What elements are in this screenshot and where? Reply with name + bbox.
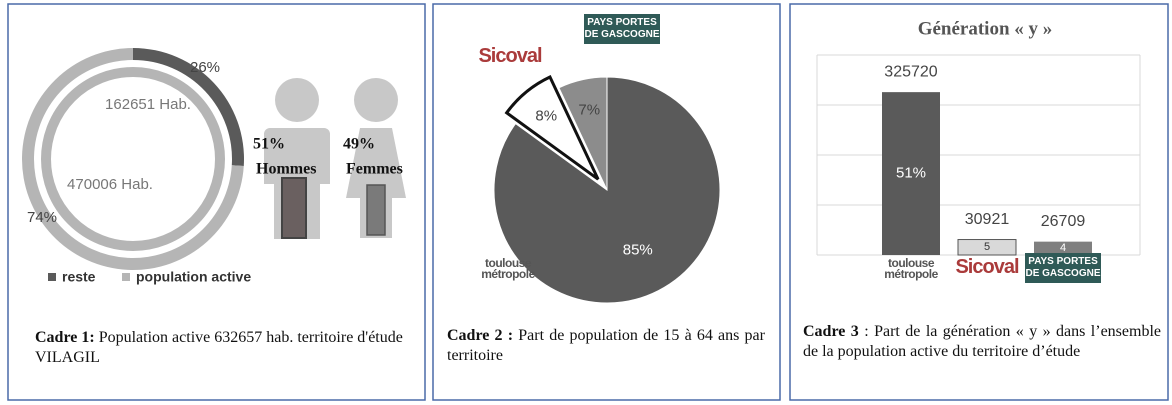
caption-text: : Part de la génération « y » dans l’ens… [803,323,1161,360]
logo: toulouse métropole [481,256,535,281]
data-label: 85% [623,241,653,258]
share-label: 4 [1060,242,1066,254]
data-label: 26% [190,59,220,76]
pie-slice [558,76,608,191]
data-label: 8% [535,107,557,124]
caption: Cadre 3 : Part de la génération « y » da… [803,322,1161,362]
gender-name: Hommes [256,161,316,178]
donut-segment [133,48,244,166]
logo: Sicoval [955,256,1019,278]
gender-name: Femmes [346,161,403,178]
bar [882,92,940,255]
legend-label: reste [62,269,96,285]
data-label: 74% [27,209,57,226]
logo: toulouse métropole [884,256,938,281]
annotation: 470006 Hab. [67,176,153,193]
gender-share: 49% [343,136,375,153]
pie-slice [493,76,721,304]
legend-label: population active [136,269,251,285]
panel-frame [432,3,781,401]
share-label: 5 [984,241,990,253]
woman-icon [346,78,406,238]
annotation: 162651 Hab. [105,96,191,113]
panel-frame [7,3,426,401]
logo: PAYS PORTES DE GASCOGNE [1025,253,1101,283]
logo: Sicoval [478,45,542,67]
bar [957,239,1017,256]
data-label: 7% [578,102,600,119]
pie-slice [504,74,600,181]
caption: Cadre 2 : Part de population de 15 à 64 … [447,326,765,366]
man-icon [264,78,330,239]
caption: Cadre 1: Population active 632657 hab. t… [35,328,415,368]
value-label: 325720 [884,63,937,80]
value-label: 30921 [965,211,1010,228]
gender-share: 51% [253,136,285,153]
share-label: 51% [896,165,926,182]
bar [1034,241,1092,255]
logo: PAYS PORTES DE GASCOGNE [584,14,660,44]
caption-label: Cadre 1: [35,329,95,346]
inner-ring [41,67,225,251]
caption-label: Cadre 2 : [447,327,514,344]
value-label: 26709 [1041,213,1086,230]
legend-swatch [122,273,130,281]
caption-label: Cadre 3 [803,323,859,340]
legend-swatch [48,273,56,281]
caption-text: Part de population de 15 à 64 ans par te… [447,327,765,364]
panel-frame [789,3,1169,401]
caption-text: Population active 632657 hab. territoire… [35,329,403,366]
chart-title: Génération « y » [918,18,1053,39]
